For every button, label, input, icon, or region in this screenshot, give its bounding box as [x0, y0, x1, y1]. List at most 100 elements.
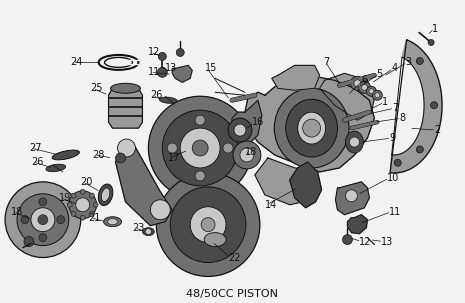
Circle shape	[57, 216, 65, 224]
Circle shape	[416, 58, 423, 65]
Text: 23: 23	[133, 223, 145, 233]
Circle shape	[5, 182, 81, 258]
Ellipse shape	[52, 150, 80, 160]
Ellipse shape	[107, 219, 118, 225]
Text: 8: 8	[399, 113, 405, 123]
Circle shape	[343, 235, 352, 245]
Circle shape	[428, 39, 434, 45]
Circle shape	[359, 81, 370, 93]
Circle shape	[80, 215, 85, 220]
Polygon shape	[245, 75, 374, 172]
Circle shape	[31, 208, 55, 231]
Polygon shape	[390, 40, 442, 173]
Circle shape	[195, 171, 205, 181]
Ellipse shape	[101, 188, 110, 201]
Circle shape	[366, 86, 376, 96]
Circle shape	[24, 237, 34, 247]
Text: 17: 17	[168, 153, 181, 163]
Circle shape	[233, 141, 261, 169]
Circle shape	[71, 193, 76, 198]
Text: 11: 11	[148, 67, 160, 77]
Circle shape	[115, 153, 126, 163]
Circle shape	[303, 119, 320, 137]
Text: 14: 14	[265, 200, 277, 210]
Circle shape	[69, 191, 97, 219]
Circle shape	[354, 80, 361, 87]
Circle shape	[228, 118, 252, 142]
Circle shape	[234, 124, 246, 136]
Circle shape	[157, 67, 167, 77]
Text: 9: 9	[389, 133, 395, 143]
Ellipse shape	[274, 88, 349, 168]
Text: 22: 22	[228, 252, 240, 262]
Circle shape	[431, 102, 438, 109]
Text: 5: 5	[376, 69, 383, 79]
Circle shape	[17, 194, 69, 245]
Ellipse shape	[159, 97, 177, 103]
Text: 26: 26	[31, 157, 43, 167]
Circle shape	[162, 110, 238, 186]
Text: 12: 12	[359, 237, 372, 247]
Text: 1: 1	[382, 97, 388, 107]
Text: 18: 18	[11, 207, 23, 217]
Circle shape	[167, 143, 177, 153]
Circle shape	[394, 159, 401, 166]
Polygon shape	[336, 182, 369, 215]
Text: 7: 7	[392, 103, 399, 113]
Circle shape	[195, 115, 205, 125]
Circle shape	[71, 211, 76, 216]
Polygon shape	[290, 162, 322, 208]
Ellipse shape	[204, 233, 226, 247]
Circle shape	[240, 148, 254, 162]
Circle shape	[375, 93, 380, 98]
Circle shape	[192, 140, 208, 156]
Circle shape	[345, 190, 358, 202]
Circle shape	[372, 90, 382, 100]
Text: 19: 19	[59, 193, 71, 203]
Polygon shape	[319, 73, 374, 120]
Ellipse shape	[286, 99, 338, 157]
Circle shape	[223, 143, 233, 153]
Circle shape	[150, 200, 170, 220]
Text: 6: 6	[361, 75, 367, 85]
Ellipse shape	[98, 184, 113, 205]
Ellipse shape	[46, 164, 66, 171]
Circle shape	[176, 48, 184, 56]
Circle shape	[369, 89, 374, 94]
Ellipse shape	[142, 228, 154, 236]
Text: 16: 16	[252, 117, 264, 127]
Circle shape	[170, 187, 246, 262]
Circle shape	[180, 128, 220, 168]
Circle shape	[351, 76, 365, 90]
Ellipse shape	[111, 83, 140, 93]
Text: 11: 11	[389, 207, 402, 217]
Text: 27: 27	[29, 143, 41, 153]
Polygon shape	[347, 215, 367, 234]
Text: 48/50CC PISTON: 48/50CC PISTON	[186, 289, 278, 299]
Text: 4: 4	[391, 63, 398, 73]
Text: 13: 13	[381, 237, 393, 247]
Polygon shape	[272, 65, 319, 90]
Text: 12: 12	[148, 48, 161, 58]
Ellipse shape	[345, 131, 363, 153]
Text: 21: 21	[89, 213, 101, 223]
Circle shape	[159, 52, 166, 60]
Circle shape	[89, 193, 94, 198]
Ellipse shape	[104, 217, 121, 227]
Text: 25: 25	[91, 83, 103, 93]
Circle shape	[80, 189, 85, 194]
Circle shape	[39, 198, 47, 206]
Text: 10: 10	[387, 173, 399, 183]
Circle shape	[146, 229, 152, 235]
Ellipse shape	[298, 112, 326, 144]
Polygon shape	[108, 88, 142, 128]
Circle shape	[93, 202, 98, 207]
Polygon shape	[255, 158, 318, 205]
Text: 26: 26	[150, 90, 163, 100]
Text: 28: 28	[93, 150, 105, 160]
Polygon shape	[115, 142, 172, 226]
Polygon shape	[172, 65, 192, 82]
Text: 18: 18	[245, 147, 257, 157]
Text: 13: 13	[166, 63, 178, 73]
Circle shape	[67, 202, 72, 207]
